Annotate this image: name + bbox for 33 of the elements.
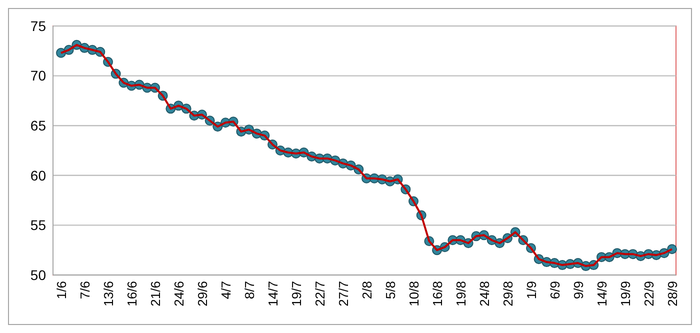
y-tick-label: 70 [30, 68, 46, 84]
y-tick-label: 60 [30, 167, 46, 184]
x-tick-label: 29/8 [500, 281, 516, 306]
x-tick-label: 5/8 [383, 281, 398, 300]
x-tick-label: 8/7 [242, 281, 257, 300]
x-tick-label: 19/8 [454, 281, 468, 306]
x-tick-label: 13/6 [101, 281, 116, 306]
x-tick-label: 19/7 [289, 281, 304, 306]
x-tick-label: 1/9 [524, 281, 539, 300]
x-tick-label: 2/8 [360, 281, 374, 300]
x-tick-label: 9/9 [571, 281, 586, 300]
x-tick-label: 1/6 [54, 281, 69, 300]
x-tick-label: 14/9 [594, 281, 610, 306]
x-tick-label: 28/9 [665, 281, 680, 306]
x-tick-label: 22/7 [312, 281, 328, 306]
x-tick-label: 21/6 [148, 281, 163, 306]
x-tick-label: 16/8 [430, 281, 445, 306]
x-tick-label: 24/6 [172, 281, 186, 306]
x-tick-label: 10/8 [406, 281, 422, 306]
x-tick-label: 4/7 [218, 281, 234, 300]
y-tick-label: 50 [30, 266, 46, 283]
y-tick-label: 55 [30, 217, 46, 234]
x-tick-label: 19/9 [618, 281, 633, 306]
x-tick-label: 29/6 [195, 281, 210, 306]
x-tick-label: 22/9 [642, 281, 656, 306]
y-tick-label: 65 [30, 118, 46, 134]
x-tick-label: 7/6 [78, 281, 92, 300]
x-tick-label: 16/6 [124, 281, 140, 306]
y-tick-label: 75 [30, 18, 46, 34]
x-tick-label: 27/7 [336, 281, 351, 306]
x-tick-label: 14/7 [266, 281, 280, 306]
x-tick-label: 6/9 [548, 281, 562, 300]
x-tick-label: 24/8 [477, 281, 492, 306]
